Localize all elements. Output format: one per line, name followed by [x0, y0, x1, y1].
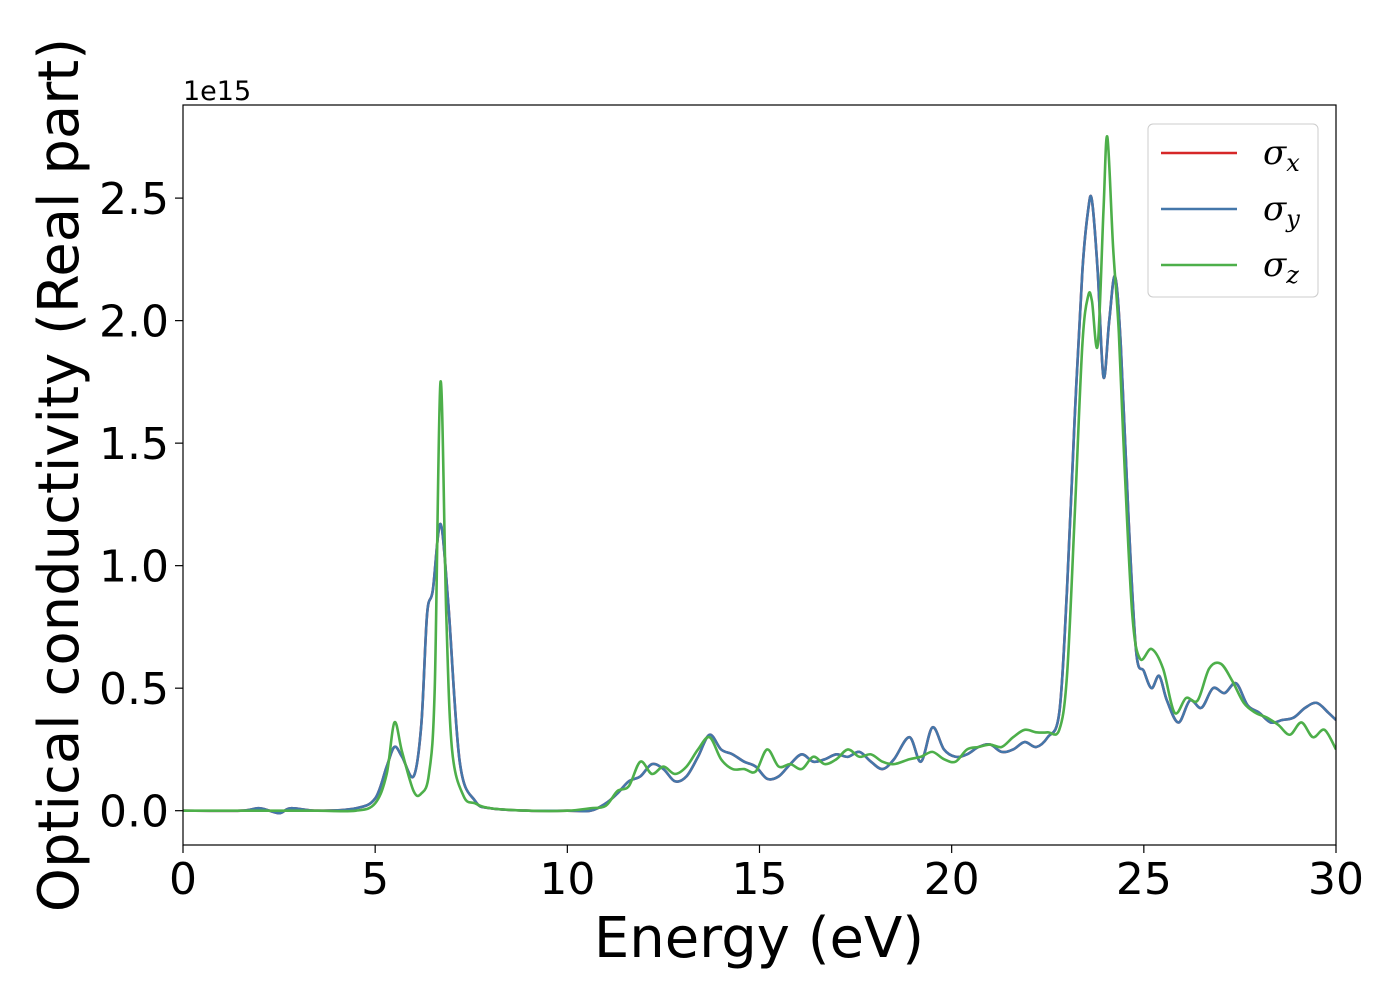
y-tick-label: 0.5 [99, 664, 169, 715]
y-axis-ticks: 0.0 0.5 1.0 1.5 2.0 2.5 [99, 174, 183, 838]
y-tick-label: 0.0 [99, 787, 169, 838]
y-tick-label: 1.5 [99, 419, 169, 470]
x-tick-label: 10 [539, 854, 595, 905]
x-tick-label: 25 [1116, 854, 1172, 905]
x-axis-ticks: 0 5 10 15 20 25 30 [169, 845, 1364, 905]
x-tick-label: 0 [169, 854, 197, 905]
y-offset-label: 1e15 [183, 76, 251, 107]
y-tick-label: 2.5 [99, 174, 169, 225]
y-axis-label: Optical conductivity (Real part) [27, 38, 92, 912]
x-tick-label: 15 [732, 854, 788, 905]
x-axis-label: Energy (eV) [594, 906, 924, 971]
series-layer [183, 135, 1336, 815]
legend-box [1147, 123, 1319, 298]
y-tick-label: 1.0 [99, 542, 169, 593]
series-line-z [183, 135, 1336, 813]
x-tick-label: 5 [361, 854, 389, 905]
x-tick-label: 30 [1308, 854, 1364, 905]
y-tick-label: 2.0 [99, 297, 169, 348]
x-tick-label: 20 [924, 854, 980, 905]
